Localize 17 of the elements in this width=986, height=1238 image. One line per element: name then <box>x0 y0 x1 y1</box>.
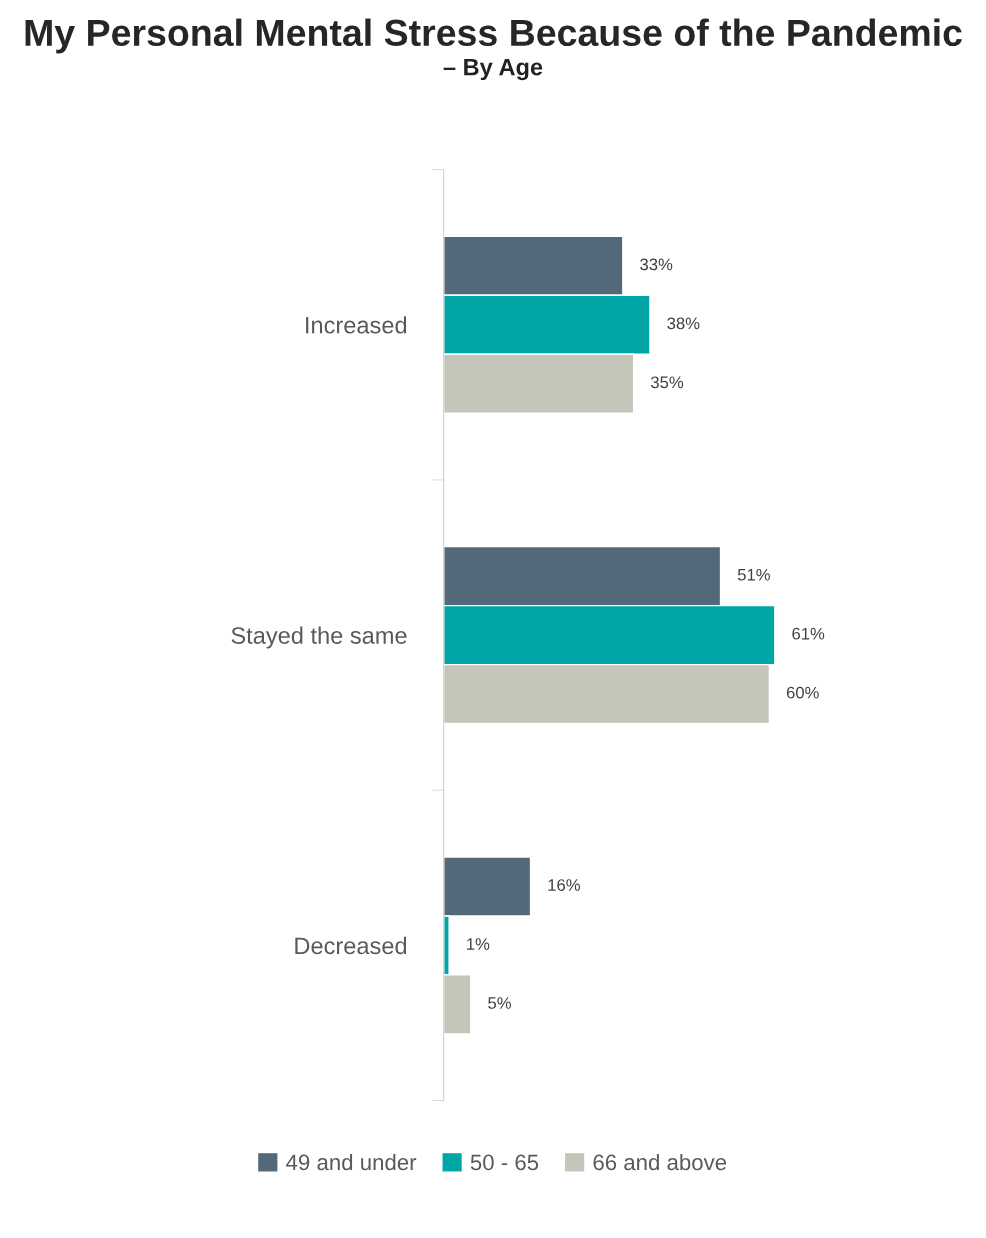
data-label: 35% <box>650 376 684 389</box>
legend-label: 49 and under <box>286 1153 417 1171</box>
data-label: 61% <box>792 627 825 640</box>
legend-label: 50 - 65 <box>470 1154 539 1171</box>
y-tick-label: Stayed the same <box>231 626 407 649</box>
data-label: 38% <box>667 317 700 330</box>
legend-label: 66 and above <box>593 1153 727 1171</box>
data-label: 1% <box>467 938 490 950</box>
data-label: 60% <box>786 686 819 699</box>
data-label: 5% <box>488 997 511 1009</box>
chart-subtitle: – By Age <box>443 58 543 81</box>
y-tick-label: Increased <box>306 316 407 334</box>
data-label: 51% <box>737 568 770 581</box>
data-label: 33% <box>640 258 673 271</box>
chart-title: My Personal Mental Stress Because of the Pandemic <box>25 18 962 54</box>
data-label: 16% <box>548 879 580 891</box>
y-tick-label: Decreased <box>295 936 407 955</box>
